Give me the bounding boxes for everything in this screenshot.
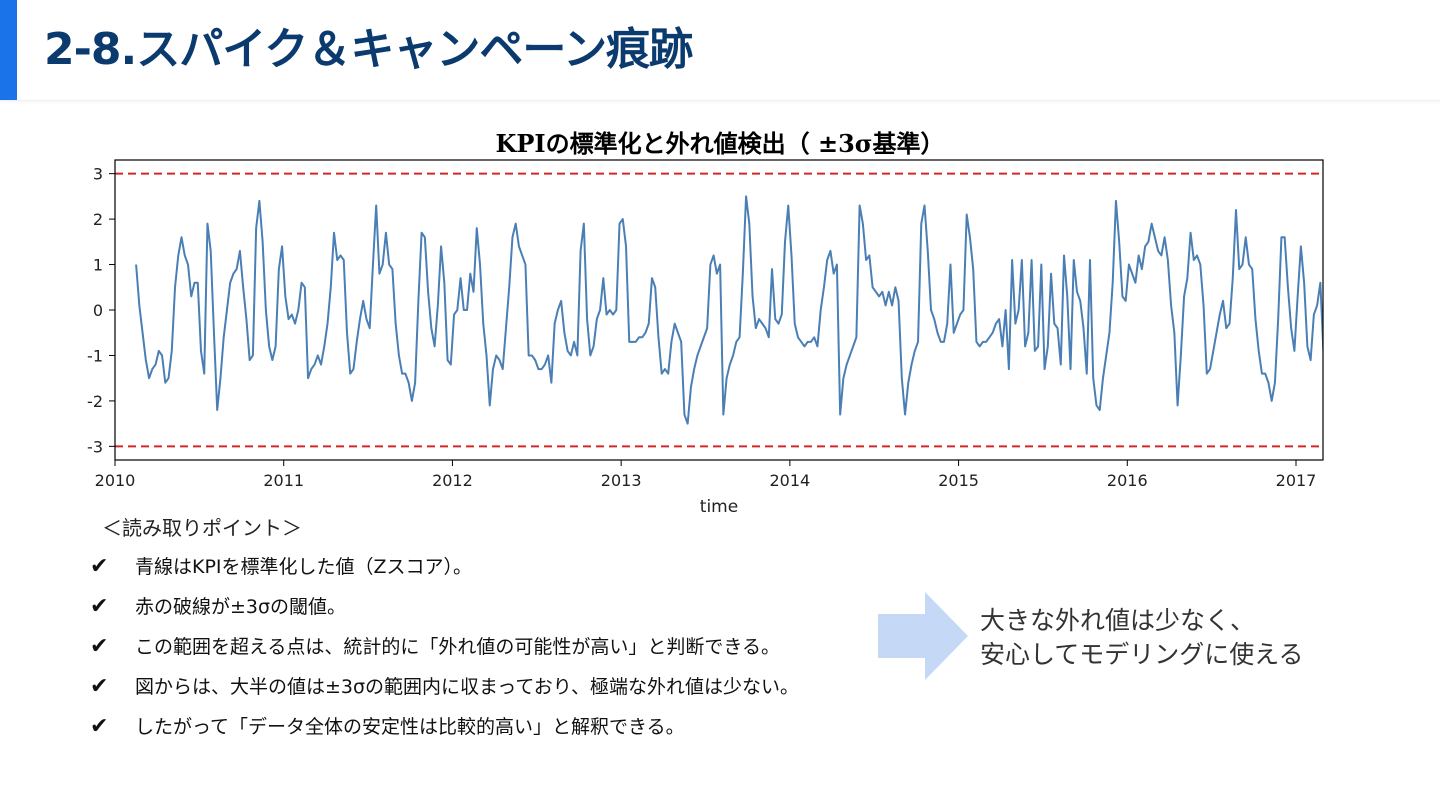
- x-tick-label: 2010: [95, 471, 136, 490]
- y-tick-label: 0: [93, 301, 103, 320]
- kpi-series-line: [135, 195, 1323, 425]
- point-text: したがって「データ全体の安定性は比較的高い」と解釈できる。: [135, 716, 685, 738]
- x-axis-label: time: [700, 497, 738, 517]
- x-tick-label: 2012: [432, 471, 473, 490]
- check-icon: ✔: [90, 594, 109, 619]
- reading-points-list: ✔ 青線はKPIを標準化した値（Zスコア）。 ✔ 赤の破線が±3σの閾値。 ✔ …: [90, 547, 799, 747]
- x-tick-label: 2013: [601, 471, 642, 490]
- y-tick-label: -1: [87, 346, 103, 365]
- list-item: ✔ 赤の破線が±3σの閾値。: [90, 587, 799, 627]
- header-accent-bar: [0, 0, 17, 100]
- y-tick-label: 2: [93, 210, 103, 229]
- check-icon: ✔: [90, 674, 109, 699]
- slide-header: 2-8.スパイク＆キャンペーン痕跡: [0, 0, 1440, 101]
- callout-line-1: 大きな外れ値は少なく、: [980, 606, 1256, 635]
- y-tick-label: -3: [87, 437, 103, 456]
- point-text: 青線はKPIを標準化した値（Zスコア）。: [135, 556, 473, 578]
- x-tick-label: 2014: [770, 471, 811, 490]
- y-tick-label: 3: [93, 165, 103, 184]
- chart-title: KPIの標準化と外れ値検出（ ±3σ基準）: [495, 129, 945, 158]
- point-text: この範囲を超える点は、統計的に「外れ値の可能性が高い」と判断できる。: [135, 636, 781, 658]
- list-item: ✔ 図からは、大半の値は±3σの範囲内に収まっており、極端な外れ値は少ない。: [90, 667, 799, 707]
- check-icon: ✔: [90, 634, 109, 659]
- list-item: ✔ したがって「データ全体の安定性は比較的高い」と解釈できる。: [90, 707, 799, 747]
- list-item: ✔ 青線はKPIを標準化した値（Zスコア）。: [90, 547, 799, 587]
- reading-points-heading: ＜読み取りポイント＞: [102, 516, 302, 540]
- list-item: ✔ この範囲を超える点は、統計的に「外れ値の可能性が高い」と判断できる。: [90, 627, 799, 667]
- check-icon: ✔: [90, 554, 109, 579]
- check-icon: ✔: [90, 714, 109, 739]
- y-tick-label: -2: [87, 392, 103, 411]
- point-text: 図からは、大半の値は±3σの範囲内に収まっており、極端な外れ値は少ない。: [135, 676, 800, 698]
- arrow-right-icon: [878, 592, 968, 680]
- callout-text: 大きな外れ値は少なく、 安心してモデリングに使える: [980, 604, 1304, 672]
- callout-line-2: 安心してモデリングに使える: [980, 640, 1304, 669]
- slide-title: 2-8.スパイク＆キャンペーン痕跡: [44, 24, 693, 75]
- x-tick-label: 2017: [1276, 471, 1317, 490]
- x-tick-label: 2016: [1107, 471, 1148, 490]
- x-tick-label: 2015: [938, 471, 979, 490]
- point-text: 赤の破線が±3σの閾値。: [135, 596, 347, 618]
- kpi-zscore-line-chart: 3 2 1 0 -1 -2 -3 2010 2011 2012 2013 2014 2015 2016 20…: [87, 159, 1324, 517]
- plot-frame: [114, 159, 1324, 461]
- y-tick-label: 1: [93, 256, 103, 275]
- x-tick-label: 2011: [263, 471, 304, 490]
